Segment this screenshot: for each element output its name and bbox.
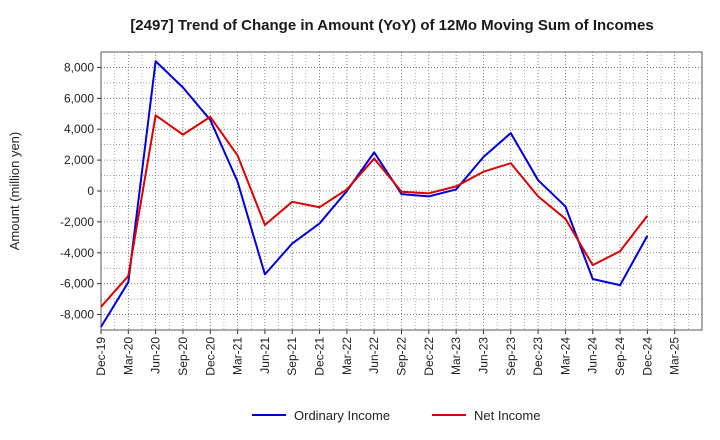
x-tick-label: Dec-24	[640, 337, 654, 376]
y-tick-label: -4,000	[60, 246, 94, 260]
x-tick-label: Dec-22	[422, 337, 436, 376]
y-axis-ticks: -8,000 -6,000 -4,000 -2,000 0 2,000 4,000 6,000…	[60, 60, 101, 322]
x-tick-label: Sep-22	[395, 337, 409, 376]
x-tick-label: Jun-21	[258, 337, 272, 374]
legend-label: Net Income	[474, 408, 540, 423]
x-tick-label: Jun-24	[586, 337, 600, 374]
series-layer	[100, 60, 649, 328]
x-tick-label: Dec-20	[203, 337, 217, 376]
legend: Ordinary Income Net Income	[252, 408, 540, 423]
x-tick-label: Sep-20	[176, 337, 190, 376]
y-tick-label: -2,000	[60, 215, 94, 229]
x-tick-label: Mar-23	[449, 337, 463, 375]
x-tick-label: Mar-22	[340, 337, 354, 375]
x-tick-label: Mar-21	[231, 337, 245, 375]
y-axis-label: Amount (million yen)	[7, 132, 22, 251]
series-line-ordinary-income	[100, 60, 649, 328]
y-tick-label: 2,000	[64, 153, 94, 167]
y-tick-label: 0	[87, 184, 94, 198]
y-tick-label: 4,000	[64, 122, 94, 136]
y-tick-label: 8,000	[64, 60, 94, 74]
x-tick-label: Mar-25	[668, 337, 682, 375]
x-tick-label: Sep-23	[504, 337, 518, 376]
x-tick-label: Sep-24	[613, 337, 627, 376]
legend-label: Ordinary Income	[294, 408, 390, 423]
chart-title: [2497] Trend of Change in Amount (YoY) o…	[130, 17, 653, 34]
y-tick-label: -8,000	[60, 308, 94, 322]
x-tick-label: Dec-19	[94, 337, 108, 376]
x-tick-label: Jun-20	[149, 337, 163, 374]
x-axis-ticks: Dec-19 Mar-20 Jun-20 Sep-20 Dec-20 Mar-21 Jun-…	[94, 330, 682, 376]
x-tick-label: Jun-23	[476, 337, 490, 374]
x-tick-label: Sep-21	[285, 337, 299, 376]
x-tick-label: Mar-24	[558, 337, 572, 375]
y-tick-label: 6,000	[64, 91, 94, 105]
x-tick-label: Mar-20	[121, 337, 135, 375]
x-tick-label: Dec-21	[313, 337, 327, 376]
x-tick-label: Jun-22	[367, 337, 381, 374]
x-tick-label: Dec-23	[531, 337, 545, 376]
series-line-net-income	[100, 114, 649, 308]
y-tick-label: -6,000	[60, 277, 94, 291]
